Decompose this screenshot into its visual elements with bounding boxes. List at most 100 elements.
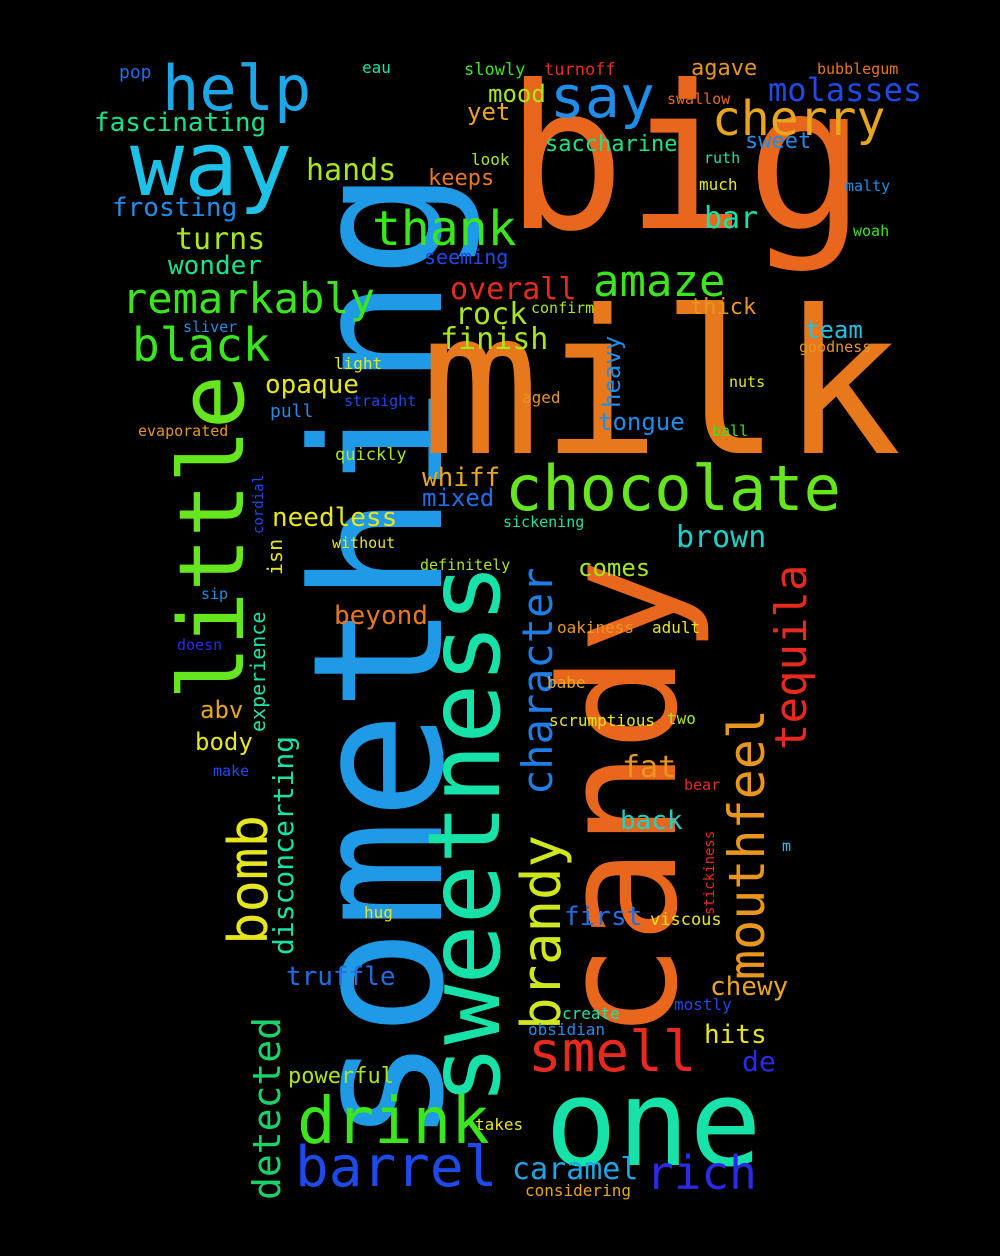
word-comes: comes [578, 554, 651, 582]
word-sip: sip [201, 585, 229, 603]
word-definitely: definitely [420, 556, 511, 574]
word-remarkably: remarkably [122, 274, 375, 323]
word-malty: malty [845, 177, 891, 195]
word-two: two [667, 709, 696, 728]
word-truffle: truffle [286, 962, 396, 992]
word-eau: eau [362, 58, 391, 77]
word-evaporated: evaporated [138, 422, 229, 440]
word-tongue: tongue [598, 408, 685, 436]
word-quickly: quickly [335, 445, 407, 465]
word-finish: finish [440, 322, 549, 357]
word-obsidian: obsidian [528, 1020, 606, 1039]
word-turns: turns [175, 222, 266, 257]
word-aged: aged [522, 388, 561, 407]
word-make: make [213, 762, 250, 780]
word-disconcerting: disconcerting [267, 735, 300, 955]
word-needless: needless [272, 503, 398, 533]
word-create: create [562, 1004, 620, 1023]
word-adult: adult [652, 618, 701, 637]
word-black: black [132, 318, 271, 372]
word-whiff: whiff [422, 463, 501, 493]
word-cherry: cherry [712, 91, 886, 147]
word-look: look [471, 150, 510, 169]
word-swallow: swallow [667, 90, 731, 108]
word-brandy: brandy [510, 834, 573, 1030]
word-ruth: ruth [704, 149, 741, 167]
word-thank: thank [372, 201, 517, 257]
word-rock: rock [455, 297, 528, 332]
word-bar: bar [704, 201, 759, 236]
word-light: light [334, 354, 383, 373]
word-much: much [699, 175, 738, 194]
word-considering: considering [525, 1181, 631, 1200]
word-bear: bear [684, 776, 721, 794]
word-isn: isn [263, 538, 287, 575]
word-goodness: goodness [799, 338, 872, 356]
word-confirm: confirm [531, 299, 595, 317]
word-babe: babe [547, 673, 586, 692]
word-molasses: molasses [768, 71, 923, 109]
word-overall: overall [450, 272, 577, 307]
word-brown: brown [676, 520, 767, 555]
word-mixed: mixed [422, 484, 495, 512]
word-agave: agave [691, 56, 758, 81]
word-way: way [130, 112, 293, 217]
word-mood: mood [488, 80, 546, 108]
word-opaque: opaque [265, 370, 359, 400]
word-caramel: caramel [512, 1152, 639, 1187]
word-team: team [805, 316, 863, 344]
word-body: body [195, 728, 253, 756]
word-saccharine: saccharine [545, 132, 678, 157]
word-back: back [620, 806, 683, 836]
word-scrumptious: scrumptious [549, 711, 655, 730]
word-yet: yet [467, 98, 511, 126]
word-detected: detected [245, 1016, 289, 1200]
word-takes: takes [475, 1115, 524, 1134]
word-say: say [550, 63, 655, 131]
word-fascinating: fascinating [94, 108, 267, 138]
word-sweet: sweet [745, 129, 812, 154]
word-mouthfeel: mouthfeel [718, 709, 776, 980]
word-thick: thick [690, 295, 757, 320]
word-seeming: seeming [424, 245, 509, 269]
word-chocolate: chocolate [505, 452, 841, 525]
word-heavy: heavy [598, 335, 626, 408]
word-pop: pop [119, 62, 152, 83]
word-straight: straight [344, 392, 417, 410]
word-milk: milk [420, 268, 902, 501]
word-slowly: slowly [464, 60, 526, 80]
word-without: without [332, 534, 396, 552]
word-pull: pull [270, 401, 314, 422]
word-big: big [505, 43, 867, 276]
word-powerful: powerful [288, 1064, 394, 1089]
word-hits: hits [704, 1020, 767, 1050]
word-first: first [564, 902, 643, 932]
word-hug: hug [364, 903, 393, 922]
word-hands: hands [306, 153, 397, 188]
word-nuts: nuts [729, 373, 766, 391]
word-amaze: amaze [593, 256, 726, 307]
word-frosting: frosting [112, 193, 238, 223]
word-bubblegum: bubblegum [817, 60, 899, 78]
word-one: one [545, 1055, 762, 1194]
word-beyond: beyond [334, 601, 428, 631]
word-fat: fat [622, 750, 677, 785]
word-abv: abv [200, 696, 244, 724]
word-stickiness: stickiness [702, 830, 718, 915]
word-wonder: wonder [168, 251, 262, 281]
word-de: de [742, 1045, 776, 1078]
word-mostly: mostly [674, 995, 732, 1014]
word-oakiness: oakiness [557, 618, 635, 637]
word-drink: drink [297, 1085, 490, 1159]
word-m: m [782, 837, 792, 855]
word-sweetness: sweetness [406, 563, 523, 1105]
word-smell: smell [528, 1020, 697, 1085]
word-help: help [162, 52, 312, 125]
word-cordial: cordial [251, 474, 267, 534]
word-doesn: doesn [177, 636, 223, 654]
word-barrel: barrel [295, 1135, 498, 1200]
word-viscous: viscous [650, 910, 722, 930]
word-chewy: chewy [710, 972, 789, 1002]
word-character: character [513, 567, 562, 795]
